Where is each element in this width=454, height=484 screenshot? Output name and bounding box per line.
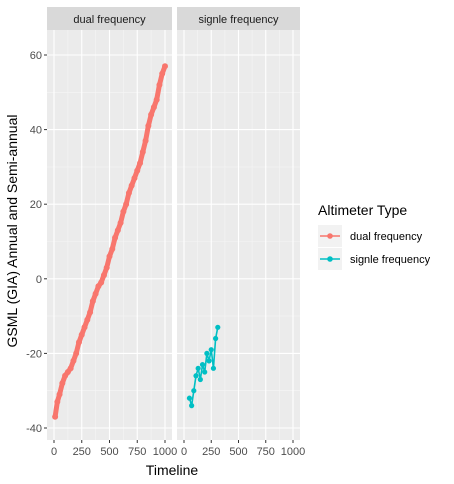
- x-axis-title: Timeline: [146, 462, 199, 478]
- x-tick-label: 0: [51, 446, 57, 458]
- data-point: [153, 96, 160, 103]
- data-point: [191, 388, 197, 394]
- x-tick-label: 250: [202, 446, 220, 458]
- x-tick-label: 750: [257, 446, 275, 458]
- x-tick-label: 750: [128, 446, 146, 458]
- legend-item: dual frequency: [318, 225, 423, 247]
- data-point: [156, 81, 163, 88]
- data-point: [137, 160, 144, 167]
- data-point: [186, 395, 193, 401]
- data-point: [123, 201, 130, 208]
- y-tick-label: 0: [36, 274, 42, 286]
- data-point: [202, 369, 208, 375]
- data-point: [162, 63, 168, 70]
- data-point: [89, 298, 96, 305]
- data-point: [67, 365, 74, 372]
- data-point: [100, 272, 107, 279]
- legend-label: signle frequency: [350, 254, 431, 266]
- data-point: [73, 350, 80, 357]
- legend-label: dual frequency: [350, 231, 423, 243]
- data-point: [92, 290, 99, 297]
- data-point: [195, 365, 201, 371]
- data-point: [199, 361, 206, 368]
- data-point: [59, 380, 66, 387]
- data-point: [84, 316, 91, 323]
- data-point: [117, 219, 124, 226]
- data-point: [159, 70, 166, 77]
- y-tick-label: -20: [26, 348, 42, 360]
- data-point: [103, 264, 110, 271]
- data-point: [213, 335, 219, 342]
- x-tick-label: 500: [229, 446, 247, 458]
- x-tick-label: 250: [73, 446, 91, 458]
- x-tick-label: 1000: [153, 446, 177, 458]
- data-point: [150, 104, 157, 111]
- y-axis-title: GSML (GIA) Annual and Semi-annual: [4, 115, 20, 348]
- data-point: [120, 208, 127, 215]
- facet-panel: signle frequency: [177, 7, 300, 440]
- axes: 0 250 500 750 1000 0 250 500 750 1000 -40 -20 0 20 40 6…: [26, 50, 305, 458]
- data-point: [81, 324, 88, 331]
- data-point: [70, 357, 77, 364]
- legend-key-point: [327, 233, 333, 239]
- data-point: [98, 279, 105, 286]
- data-point: [112, 234, 119, 241]
- data-point: [56, 391, 63, 398]
- data-point: [134, 167, 141, 174]
- y-tick-label: -40: [26, 423, 42, 435]
- data-point: [204, 350, 210, 356]
- data-point: [125, 190, 132, 197]
- data-point: [208, 347, 214, 353]
- facet-strip: [47, 7, 172, 30]
- data-point: [145, 122, 152, 129]
- data-point: [87, 309, 94, 316]
- data-point: [128, 182, 135, 189]
- data-point: [75, 339, 82, 346]
- data-point: [148, 111, 155, 118]
- data-point: [189, 403, 195, 409]
- data-point: [54, 398, 61, 405]
- facet-strip-label: signle frequency: [198, 14, 279, 26]
- legend-item: signle frequency: [318, 248, 431, 270]
- data-point: [210, 365, 217, 371]
- x-tick-label: 0: [181, 446, 187, 458]
- x-tick-label: 1000: [281, 446, 305, 458]
- facet-panel: dual frequency: [47, 7, 172, 440]
- data-point: [215, 324, 221, 330]
- data-point: [193, 373, 199, 379]
- facet-strip-label: dual frequency: [73, 14, 146, 26]
- legend-title: Altimeter Type: [318, 202, 407, 218]
- data-point: [114, 227, 121, 234]
- data-point: [197, 376, 203, 383]
- y-tick-label: 40: [30, 125, 42, 137]
- facet-strip: [177, 7, 300, 30]
- legend-key-point: [327, 256, 333, 262]
- data-point: [142, 137, 149, 144]
- data-point: [131, 175, 138, 182]
- data-point: [52, 413, 59, 420]
- legend: Altimeter Type dual frequency signle freq…: [318, 202, 431, 270]
- y-tick-label: 20: [30, 199, 42, 211]
- data-point: [78, 331, 85, 338]
- x-tick-label: 500: [100, 446, 118, 458]
- data-point: [139, 148, 146, 155]
- data-point: [109, 245, 116, 252]
- panels: dual frequency signle frequency: [47, 7, 300, 440]
- y-tick-label: 60: [30, 50, 42, 62]
- data-point: [206, 358, 212, 364]
- data-point: [106, 253, 113, 260]
